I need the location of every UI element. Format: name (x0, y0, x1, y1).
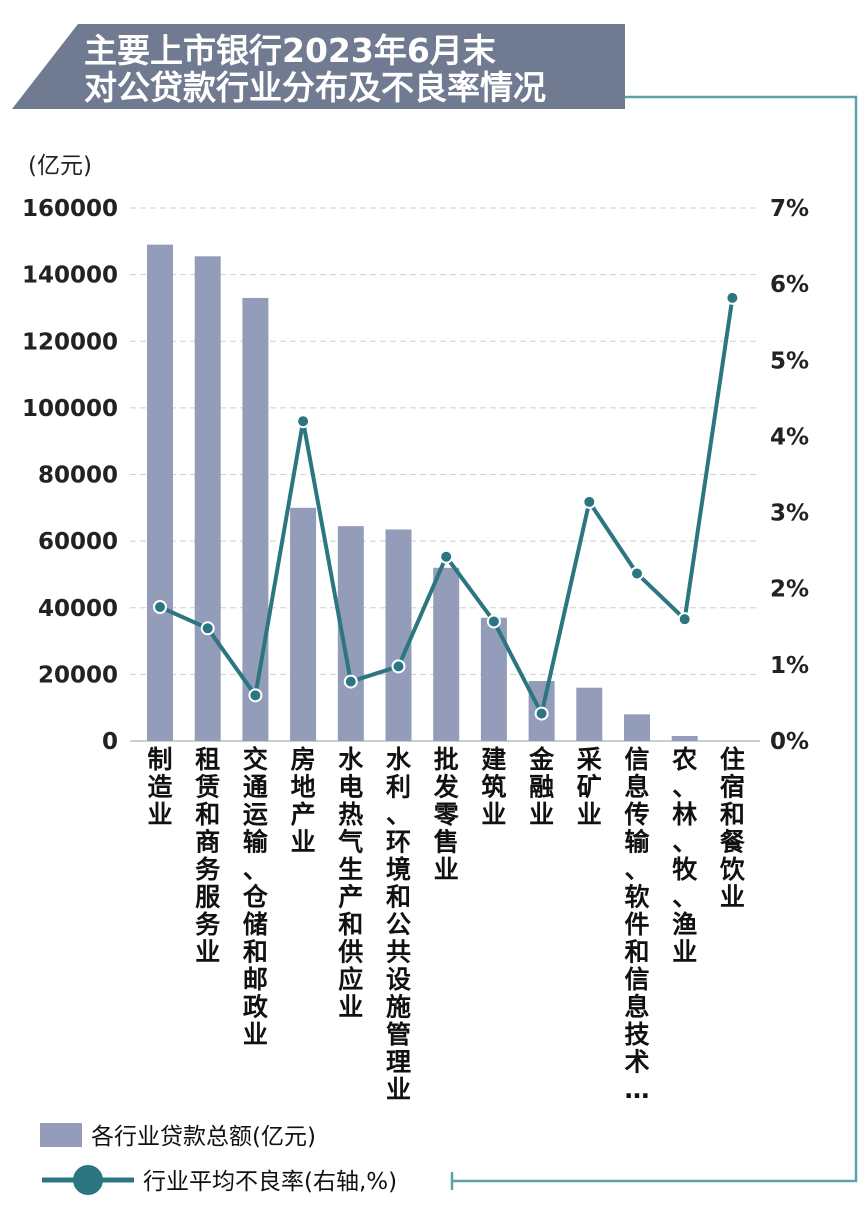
npl-point-1 (200, 621, 215, 636)
legend-bar-label: 各行业贷款总额(亿元) (91, 1124, 316, 1150)
category-label-9: 采矿业 (577, 745, 602, 829)
npl-point-11 (677, 612, 692, 627)
category-label-7: 建筑业 (481, 745, 506, 829)
npl-point-7 (486, 614, 501, 629)
category-label-0: 制造业 (147, 745, 172, 829)
bar-5 (385, 529, 412, 741)
y-right-tick-label: 3% (770, 501, 809, 527)
line-series (153, 290, 740, 721)
npl-point-2 (248, 688, 263, 703)
bar-series (147, 244, 698, 742)
y-left-tick-label: 120000 (22, 329, 118, 355)
title-banner (12, 24, 625, 109)
y-left-tick-label: 20000 (38, 662, 118, 688)
y-left-tick-label: 100000 (22, 396, 118, 422)
bar-10 (624, 714, 650, 741)
bar-0 (147, 244, 173, 742)
category-label-6: 批发零售业 (433, 745, 460, 884)
legend-line-marker (73, 1165, 103, 1195)
y-right-tick-label: 2% (770, 577, 809, 603)
bar-11 (671, 736, 698, 741)
bar-6 (433, 567, 460, 741)
category-label-1: 租赁和商务服务业 (194, 745, 221, 967)
npl-point-8 (534, 706, 549, 721)
y-left-tick-label: 140000 (22, 263, 118, 289)
frame-line (452, 95, 858, 1183)
npl-point-6 (439, 549, 454, 564)
bar-9 (576, 687, 603, 741)
y-right-tick-label: 7% (770, 196, 809, 222)
npl-point-5 (391, 659, 406, 674)
category-label-8: 金融业 (528, 745, 555, 829)
chart-title-line2: 对公贷款行业分布及不良率情况 (84, 68, 546, 107)
bar-1 (194, 256, 221, 741)
category-label-10: 信息传输、软件和信息技术… (623, 745, 650, 1104)
category-label-11: 农、林、牧、渔业 (671, 745, 698, 967)
chart-title-line1: 主要上市银行2023年6月末 (84, 31, 496, 70)
category-label-12: 住宿和餐饮业 (719, 745, 746, 912)
npl-point-10 (630, 566, 644, 581)
y-left-tick-label: 80000 (38, 463, 118, 489)
npl-point-12 (725, 290, 740, 305)
npl-point-0 (153, 599, 167, 614)
y-right-tick-label: 4% (770, 424, 809, 450)
category-label-4: 水电热气生产和供应业 (337, 745, 364, 1022)
x-axis-categories: 制造业租赁和商务服务业交通运输、仓储和邮政业房地产业水电热气生产和供应业水利、环… (147, 745, 745, 1104)
category-label-5: 水利、环境和公共设施管理业 (386, 745, 412, 1104)
y-axis-unit: (亿元) (28, 153, 92, 179)
y-left-tick-label: 40000 (38, 596, 118, 622)
bar-2 (242, 297, 269, 741)
y-right-tick-label: 0% (770, 729, 809, 755)
npl-point-4 (343, 674, 358, 689)
category-label-2: 交通运输、仓储和邮政业 (242, 745, 269, 1049)
legend-bar-swatch (40, 1123, 82, 1147)
y-axis-left: 160000 140000 120000 100000 80000 60000 40000 2… (22, 196, 118, 755)
bar-3 (290, 507, 317, 741)
y-left-tick-label: 60000 (38, 529, 118, 555)
legend-line-label: 行业平均不良率(右轴,%) (143, 1169, 397, 1195)
npl-point-9 (582, 494, 597, 509)
y-axis-right: 7% 6% 5% 4% 3% 2% 1% 0% (770, 196, 809, 755)
y-right-tick-label: 6% (770, 272, 809, 298)
y-right-tick-label: 1% (770, 653, 809, 679)
y-left-tick-label: 160000 (22, 196, 118, 222)
y-right-tick-label: 5% (770, 348, 809, 374)
npl-point-3 (296, 414, 311, 429)
category-label-3: 房地产业 (291, 745, 316, 857)
y-left-tick-label: 0 (102, 729, 118, 755)
